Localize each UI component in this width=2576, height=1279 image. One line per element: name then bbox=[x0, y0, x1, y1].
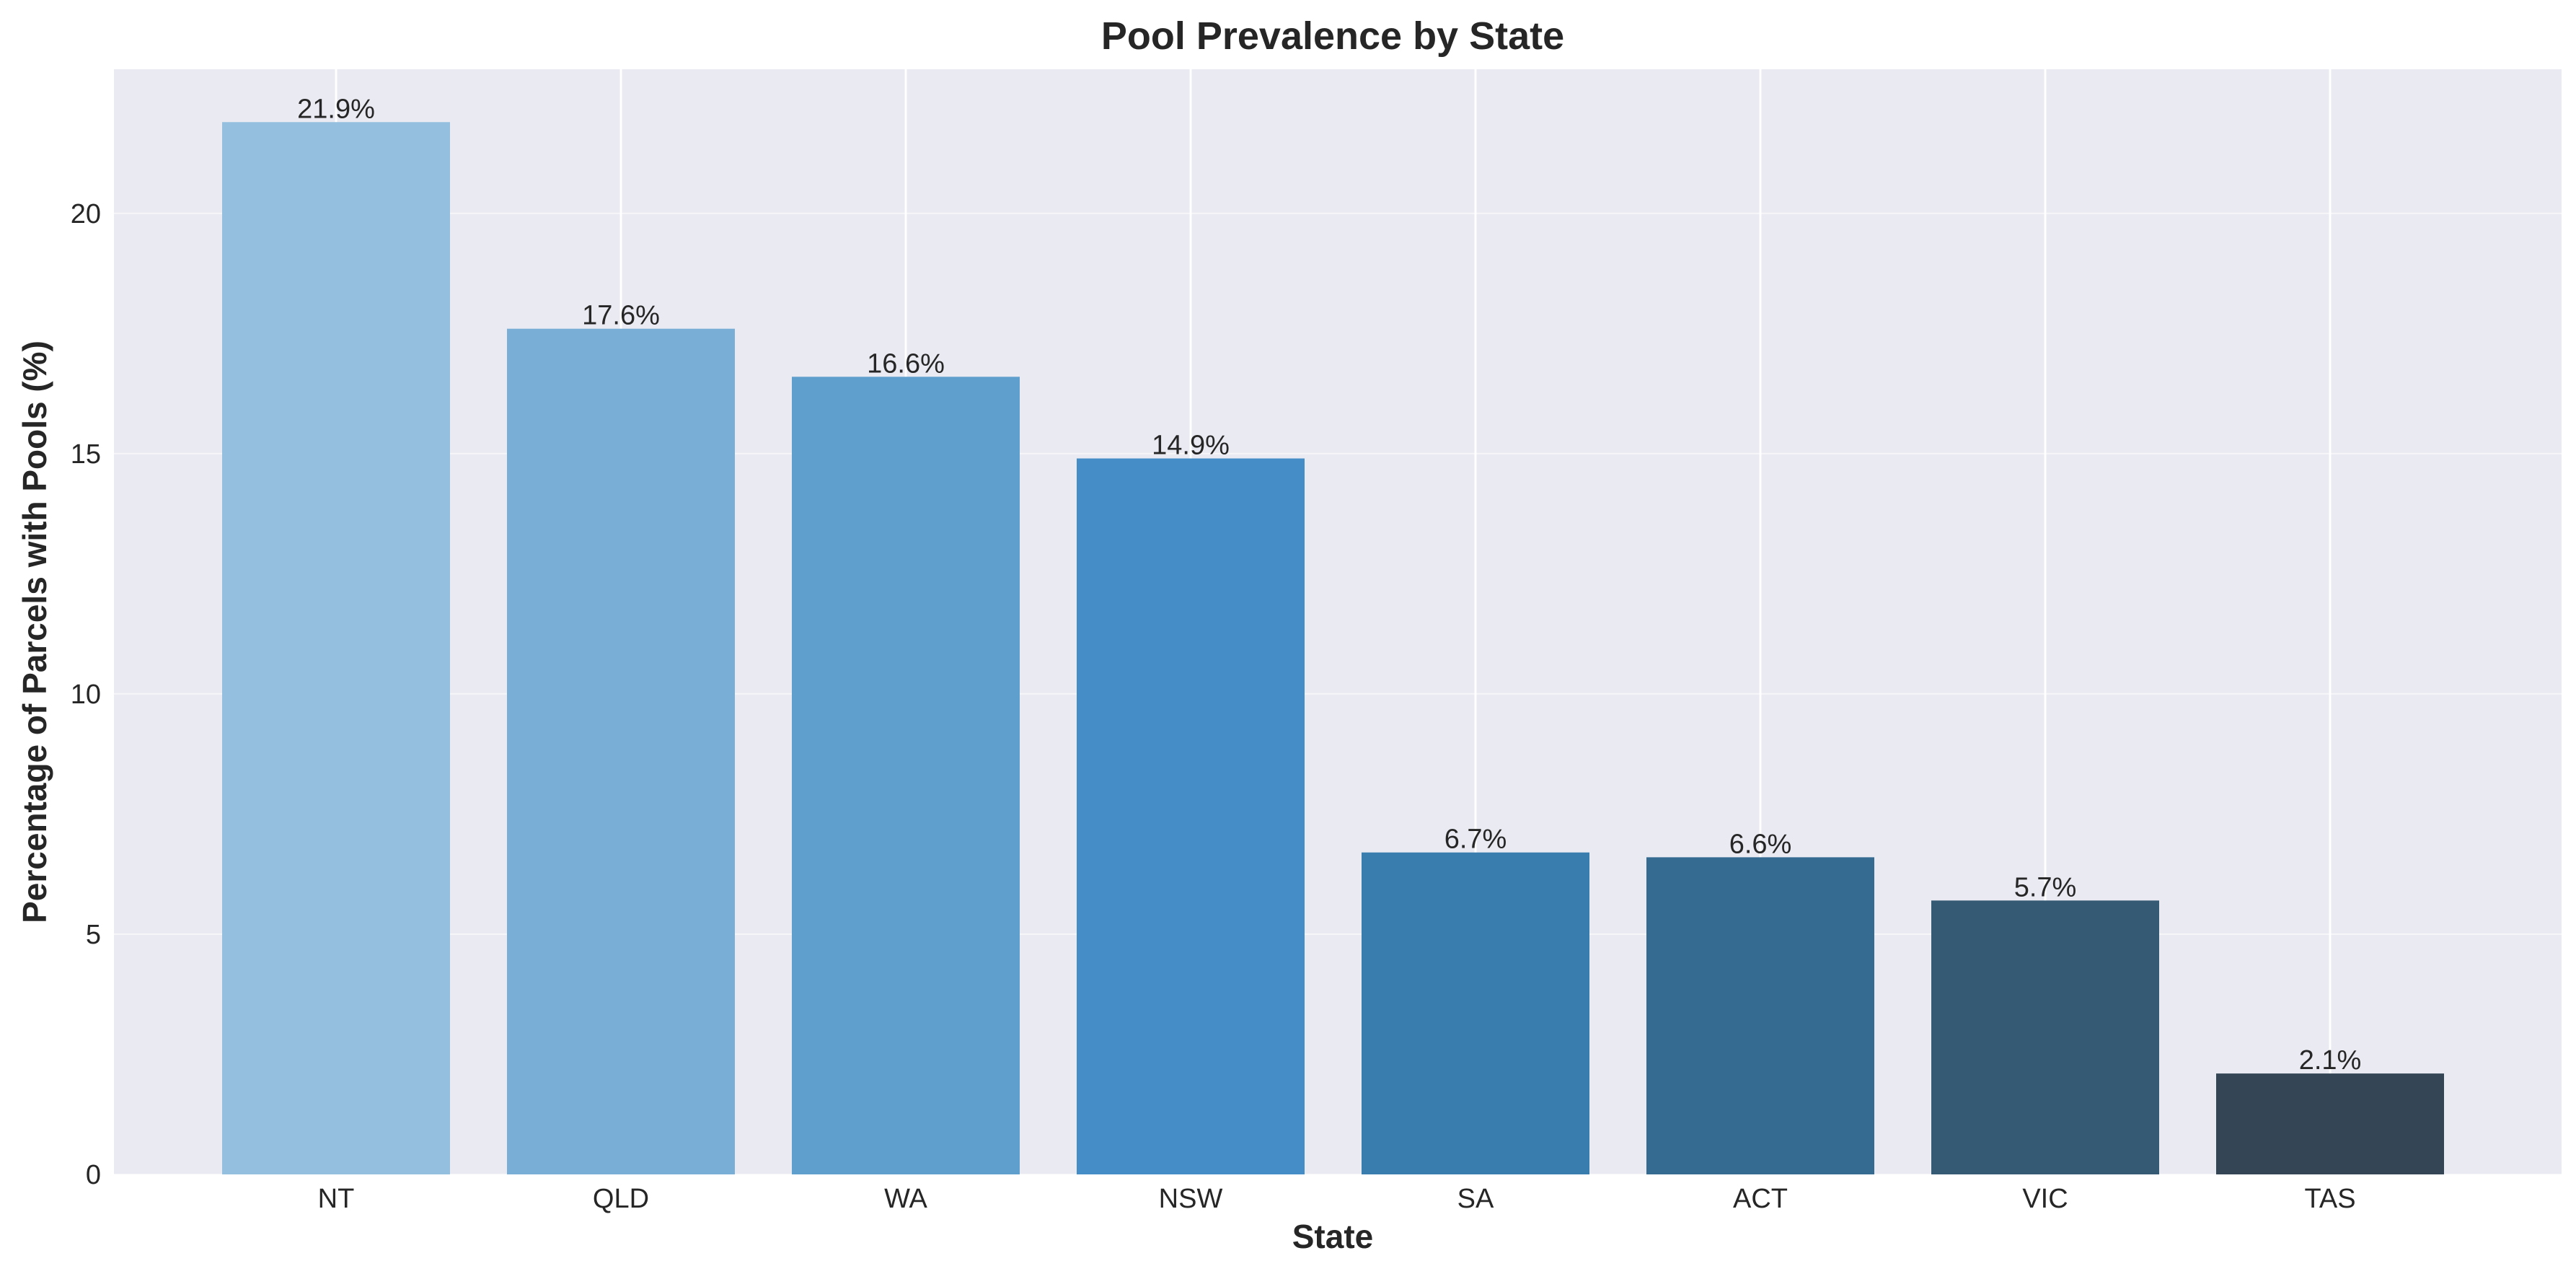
data-label: 16.6% bbox=[867, 348, 945, 379]
data-label: 2.1% bbox=[2299, 1045, 2362, 1076]
data-label: 14.9% bbox=[1152, 431, 1230, 461]
bar-sa bbox=[1362, 852, 1589, 1174]
x-tick-label: NSW bbox=[1159, 1184, 1223, 1214]
data-label: 17.6% bbox=[582, 301, 660, 331]
bar-act bbox=[1646, 857, 1874, 1174]
x-tick-labels: NT QLD WA NSW SA ACT VIC TAS bbox=[318, 1184, 2356, 1214]
bar-wa bbox=[792, 377, 1020, 1174]
y-tick-label: 10 bbox=[71, 680, 101, 710]
data-label: 6.6% bbox=[1729, 829, 1792, 859]
plot-area-background bbox=[114, 69, 2562, 1174]
y-tick-label: 0 bbox=[86, 1160, 101, 1190]
x-tick-label: TAS bbox=[2304, 1184, 2355, 1214]
y-axis-label: Percentage of Parcels with Pools (%) bbox=[16, 340, 53, 923]
y-tick-label: 5 bbox=[86, 920, 101, 950]
x-tick-label: NT bbox=[318, 1184, 355, 1214]
x-tick-label: ACT bbox=[1733, 1184, 1788, 1214]
data-labels: 21.9% 17.6% 16.6% 14.9% 6.7% 6.6% 5.7% 2.1% bbox=[297, 94, 2361, 1076]
x-axis-label: State bbox=[1292, 1218, 1373, 1255]
x-tick-label: WA bbox=[884, 1184, 927, 1214]
chart-title: Pool Prevalence by State bbox=[1101, 14, 1564, 58]
bar-tas bbox=[2216, 1073, 2444, 1174]
bar-nsw bbox=[1077, 458, 1305, 1174]
bar-vic bbox=[1931, 900, 2159, 1174]
bar-nt bbox=[222, 122, 450, 1175]
bar-qld bbox=[507, 328, 735, 1174]
data-label: 5.7% bbox=[2014, 872, 2077, 902]
data-label: 21.9% bbox=[297, 94, 375, 124]
x-tick-label: QLD bbox=[593, 1184, 649, 1214]
bars bbox=[222, 122, 2444, 1175]
y-tick-label: 20 bbox=[71, 199, 101, 229]
y-tick-labels: 0 5 10 15 20 bbox=[71, 199, 101, 1190]
data-label: 6.7% bbox=[1444, 825, 1507, 855]
x-tick-label: SA bbox=[1457, 1184, 1494, 1214]
y-tick-label: 15 bbox=[71, 439, 101, 470]
x-tick-label: VIC bbox=[2022, 1184, 2068, 1214]
